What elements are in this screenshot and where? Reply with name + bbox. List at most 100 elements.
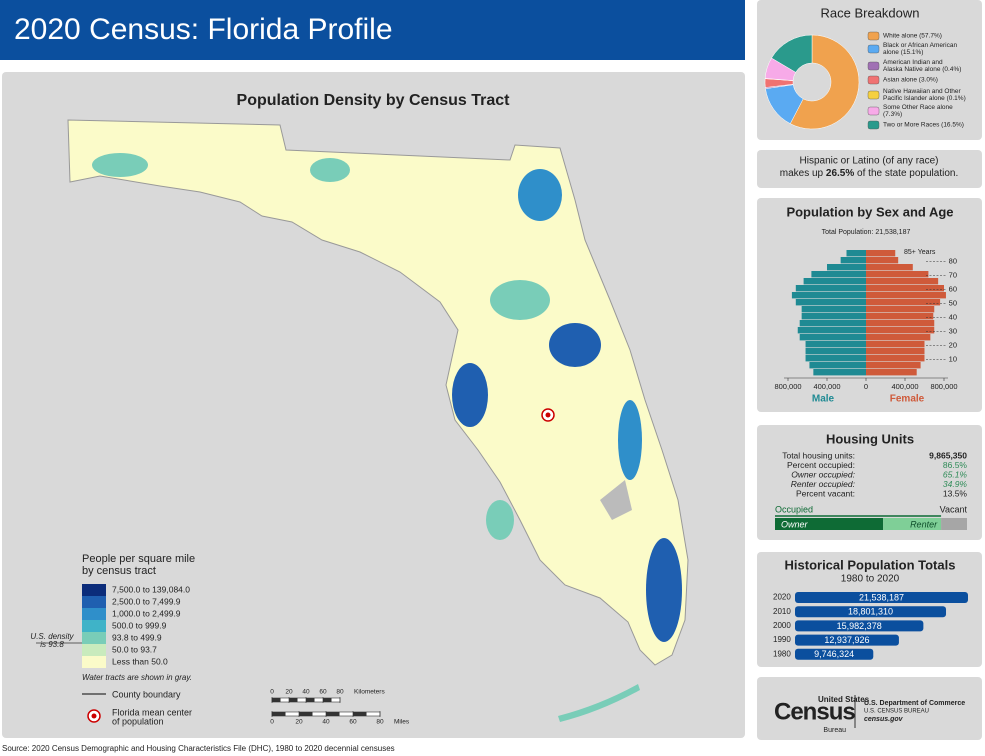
legend-label: 1,000.0 to 2,499.9	[112, 608, 181, 618]
female-bar	[866, 362, 921, 369]
age-label: 10	[949, 354, 957, 363]
city-area	[452, 363, 488, 427]
pyramid-title: Population by Sex and Age	[786, 204, 953, 219]
scale-label: 60	[349, 719, 357, 726]
housing-value: 13.5%	[943, 489, 968, 499]
value-label: 21,538,187	[859, 592, 904, 602]
age-label: 40	[949, 312, 957, 321]
race-label: American Indian and	[883, 59, 943, 66]
age-label: 50	[949, 298, 957, 307]
female-bar	[866, 292, 946, 299]
housing-table: Total housing units: 9,865,350 Percent occ…	[775, 450, 967, 530]
male-bar	[827, 264, 866, 271]
pie-slice	[789, 34, 860, 130]
female-bar	[866, 257, 899, 264]
female-bar	[866, 320, 935, 327]
logo-bureau: Bureau	[823, 727, 846, 734]
race-label: Black or African American	[883, 42, 957, 49]
pyramid-chart: 0 400,000 400,000 800,000 800,000 10 20 30 40 50 6…	[774, 249, 957, 405]
legend-label: 2,500.0 to 7,499.9	[112, 596, 181, 606]
year-label: 1980	[773, 649, 791, 658]
race-label: Pacific Islander alone (0.1%)	[883, 95, 966, 102]
male-bar	[813, 369, 866, 376]
occupied-label: Occupied	[775, 504, 813, 514]
header-bar	[0, 0, 745, 60]
renter-bar	[883, 518, 942, 530]
male-bar	[795, 285, 866, 292]
female-bar	[866, 327, 935, 334]
vacant-label: Vacant	[940, 504, 968, 514]
male-bar	[809, 362, 866, 369]
housing-value: 34.9%	[943, 479, 968, 489]
value-label: 15,982,378	[837, 621, 882, 631]
male-bar	[801, 313, 866, 320]
legend-swatch	[82, 608, 106, 620]
female-bar	[866, 341, 925, 348]
year-label: 1990	[773, 635, 791, 644]
female-bar	[866, 348, 925, 355]
female-bar	[866, 285, 944, 292]
legend-label: 50.0 to 93.7	[112, 644, 157, 654]
population-bar	[795, 634, 899, 646]
population-bar	[795, 648, 874, 660]
map-title: Population Density by Census Tract	[237, 92, 511, 109]
scale-label: 0	[270, 719, 274, 726]
male-bar	[803, 278, 866, 285]
hispanic-line: Hispanic or Latino (of any race)	[800, 156, 939, 167]
hispanic-line: makes up 26.5% of the state population.	[780, 168, 958, 179]
female-bar	[866, 334, 931, 341]
housing-value: 65.1%	[943, 469, 968, 479]
legend-swatch	[867, 75, 880, 85]
population-bar	[795, 592, 968, 603]
state-outline	[67, 119, 689, 666]
us-density-note: is 93.8	[40, 640, 64, 649]
logo-sub: U.S. CENSUS BUREAU	[864, 709, 929, 715]
male-bar	[791, 292, 866, 299]
keys	[558, 684, 640, 722]
female-bar	[866, 355, 925, 362]
male-bar	[799, 334, 866, 341]
legend-swatch	[867, 120, 880, 130]
race-label: Some Other Race alone	[883, 104, 953, 111]
x-tick-label: 400,000	[891, 382, 918, 391]
legend-title: by census tract	[82, 565, 156, 577]
legend-title: People per square mile	[82, 553, 195, 565]
source-note: Source: 2020 Census Demographic and Hous…	[2, 744, 395, 753]
logo-panel	[757, 677, 982, 740]
male-bar	[846, 250, 866, 257]
pie-slice	[771, 34, 813, 73]
female-bar	[866, 264, 913, 271]
scale-segment	[299, 712, 313, 716]
scale-label: 20	[285, 689, 293, 696]
legend-swatch	[82, 656, 106, 668]
legend-label: Less than 50.0	[112, 656, 168, 666]
male-bar	[799, 320, 866, 327]
age-label: 80	[949, 256, 957, 265]
legend-swatch	[82, 584, 106, 596]
male-bar	[795, 299, 866, 306]
housing-label: Renter occupied:	[791, 479, 856, 489]
legend-swatch	[82, 632, 106, 644]
female-label: Female	[890, 394, 925, 405]
value-label: 9,746,324	[814, 649, 854, 659]
male-bar	[811, 271, 866, 278]
mean-center-label: of population	[112, 716, 164, 726]
legend-swatch	[867, 90, 880, 100]
male-label: Male	[812, 394, 835, 405]
race-label: White alone (57.7%)	[883, 33, 942, 40]
male-bar	[801, 306, 866, 313]
scale-unit: Miles	[394, 719, 410, 726]
us-density-note: U.S. density	[30, 632, 74, 641]
city-area	[646, 538, 682, 642]
race-label: Alaska Native alone (0.4%)	[883, 66, 961, 73]
age-label: 60	[949, 284, 957, 293]
housing-title: Housing Units	[826, 431, 914, 446]
housing-value: 9,865,350	[929, 450, 967, 460]
year-label: 2010	[773, 607, 791, 616]
historical-title: Historical Population Totals	[785, 557, 956, 572]
age-label: 20	[949, 340, 957, 349]
vacant-bar	[941, 518, 967, 530]
legend-swatch	[82, 644, 106, 656]
